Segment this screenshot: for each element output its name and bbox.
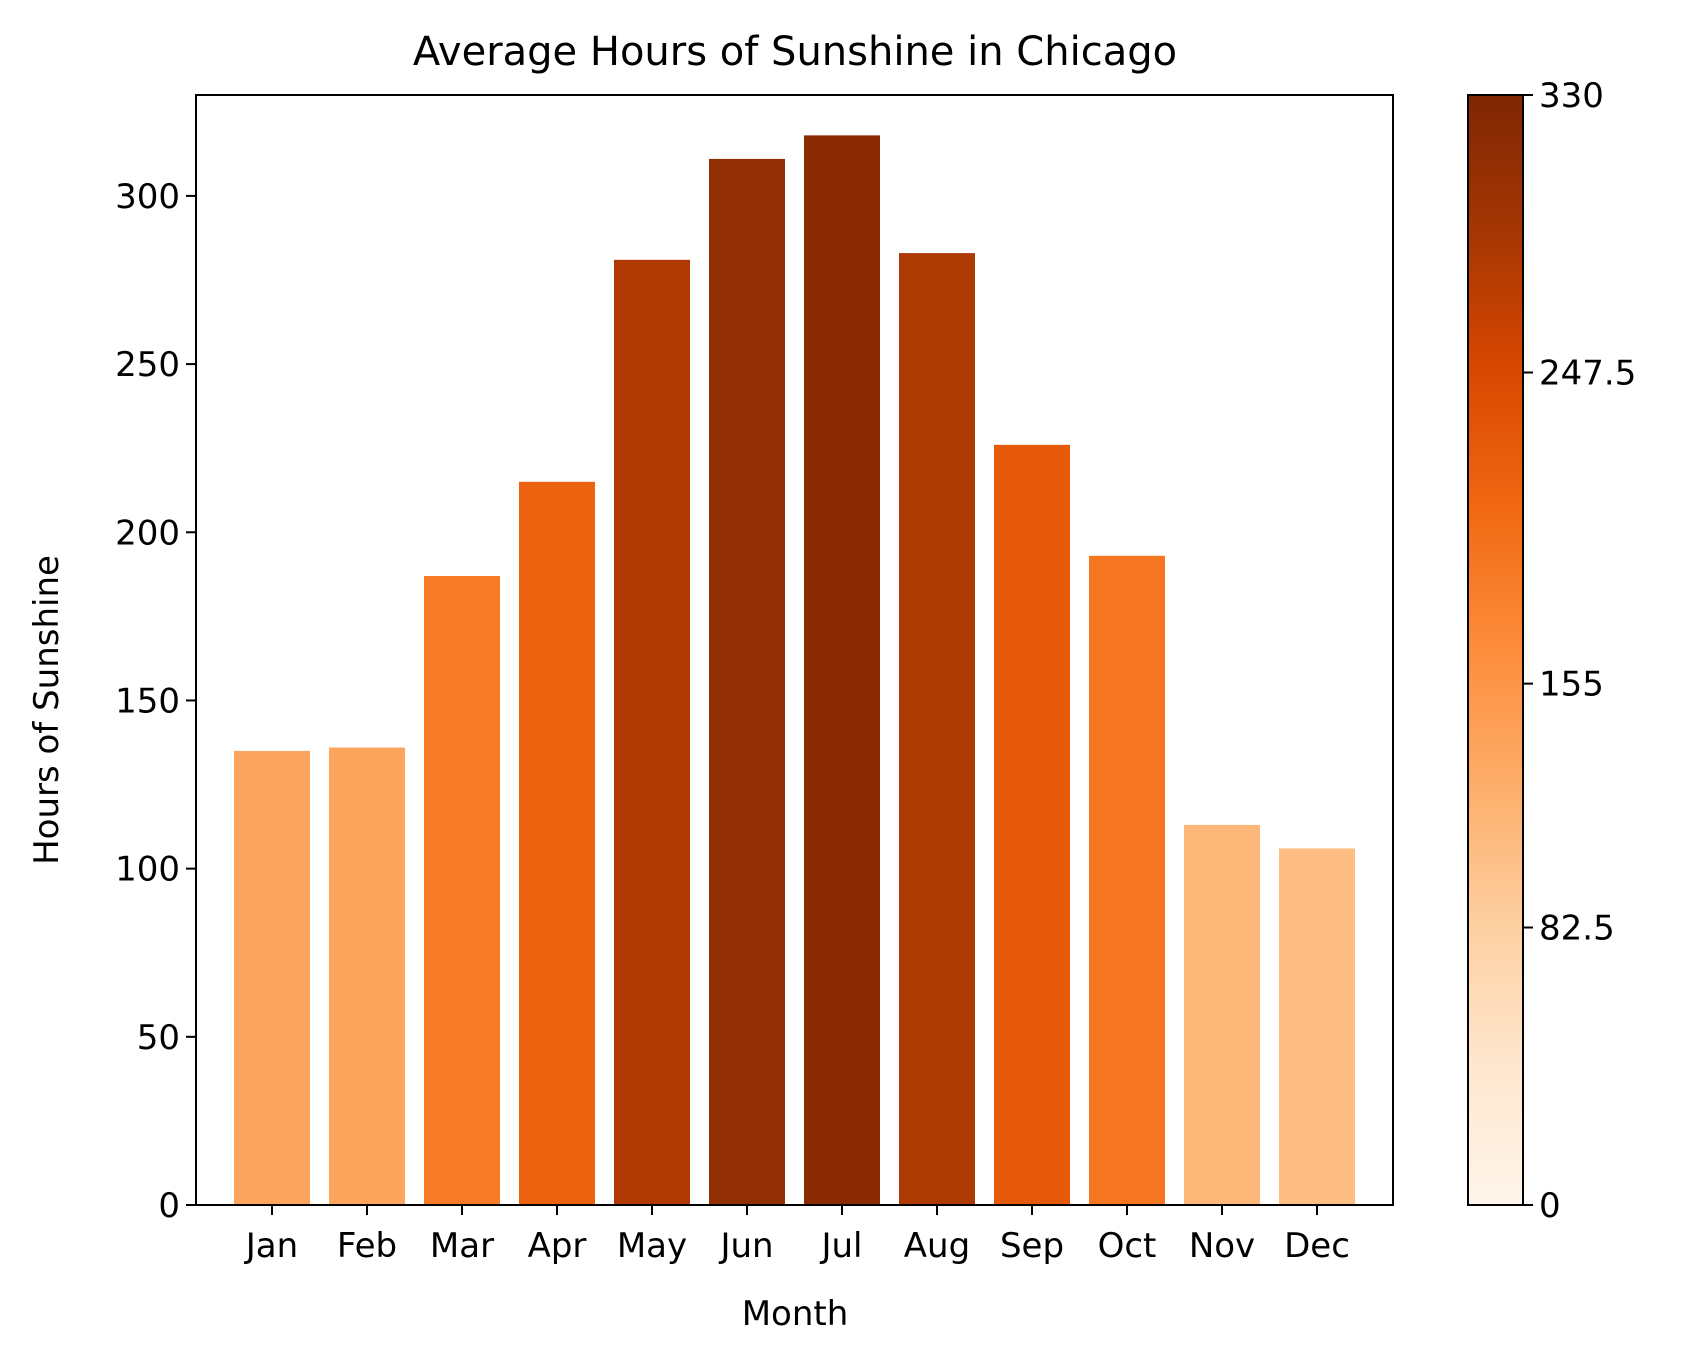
y-tick-label: 200 [115,513,180,553]
colorbar-gradient [1468,95,1523,1205]
bar-may [614,259,690,1205]
x-tick-label: Apr [528,1226,587,1266]
x-tick-label: Jun [718,1226,773,1266]
colorbar-tick-label: 330 [1539,76,1604,116]
bar-oct [1089,555,1165,1205]
bar-aug [899,253,975,1206]
bar-feb [329,747,405,1205]
x-tick-label: Sep [1000,1226,1064,1266]
colorbar: 0 82.5 155 247.5 330 [1467,76,1636,1226]
colorbar-frame [1467,94,1524,1206]
x-axis-label: Month [742,1294,849,1334]
plot-frame [195,94,1394,1206]
y-tick-label: 300 [115,177,180,217]
y-tick-label: 50 [137,1018,180,1058]
bar-mar [424,576,500,1205]
plot-area: Jan Feb Mar Apr May Jun Jul Aug Sep Oct Nov Dec 0 50 1… [115,94,1394,1266]
bar-nov [1184,824,1260,1205]
colorbar-tick-label: 0 [1539,1186,1561,1226]
colorbar-tick-label: 247.5 [1539,354,1636,394]
bar-jan [234,750,310,1205]
x-tick-label: May [617,1226,687,1266]
y-axis-label: Hours of Sunshine [27,555,67,865]
x-tick-label: Mar [430,1226,494,1266]
x-tick-label: Aug [904,1226,970,1266]
y-tick-label: 100 [115,850,180,890]
x-tick-label: Oct [1098,1226,1157,1266]
colorbar-tick-label: 82.5 [1539,909,1615,949]
chart-title: Average Hours of Sunshine in Chicago [413,29,1177,75]
colorbar-tick-label: 155 [1539,665,1604,705]
x-tick-label: Jul [819,1226,862,1266]
bar-jul [804,135,880,1206]
x-tick-label: Jan [244,1226,298,1266]
y-tick-label: 250 [115,345,180,385]
x-tick-label: Nov [1189,1226,1255,1266]
x-tick-label: Dec [1284,1226,1350,1266]
y-tick-label: 150 [115,681,180,721]
bar-apr [519,481,595,1205]
y-tick-label: 0 [158,1186,180,1226]
x-tick-label: Feb [337,1226,397,1266]
bar-jun [709,158,785,1205]
bar-sep [994,444,1070,1205]
bar-dec [1279,848,1355,1205]
